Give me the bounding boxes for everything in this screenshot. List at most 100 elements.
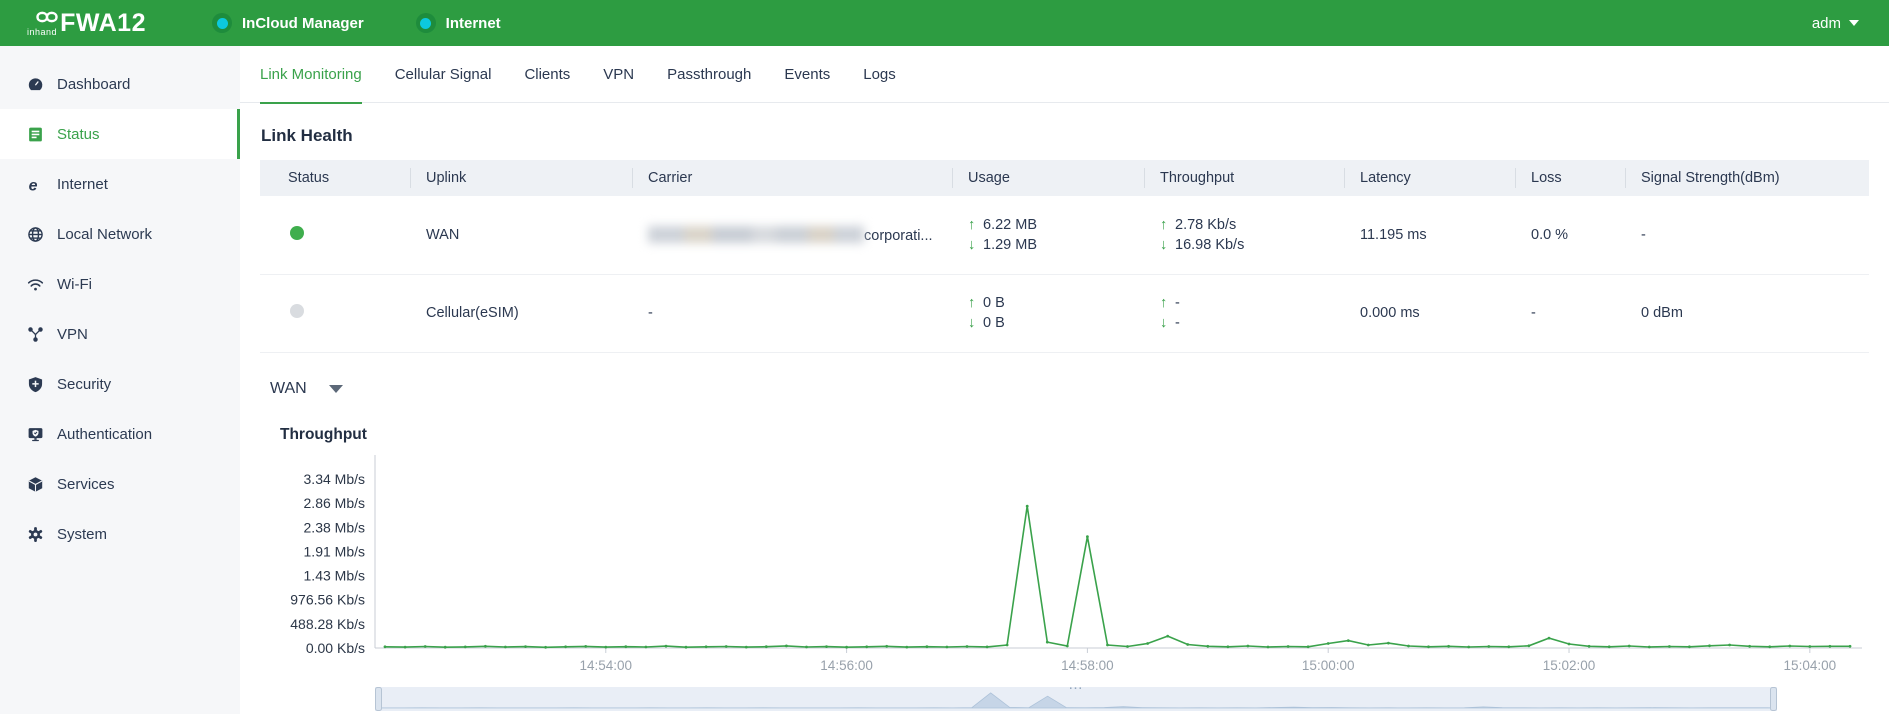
- down-arrow-icon: ↓: [1160, 315, 1168, 331]
- internet-badge: Internet: [415, 13, 501, 33]
- up-arrow-icon: ↑: [1160, 295, 1168, 311]
- throughput-chart: 0.00 Kb/s 488.28 Kb/s 976.56 Kb/s 1.43 Mb/s…: [240, 440, 1889, 686]
- col-carrier: Carrier: [632, 160, 952, 196]
- sidebar-item-status[interactable]: Status: [0, 109, 240, 159]
- up-arrow-icon: ↑: [968, 295, 976, 311]
- col-latency: Latency: [1344, 160, 1515, 196]
- sidebar: Dashboard Status e Internet Local Networ…: [0, 46, 240, 714]
- col-uplink: Uplink: [410, 160, 632, 196]
- down-arrow-icon: ↓: [1160, 236, 1168, 253]
- col-signal: Signal Strength(dBm): [1625, 160, 1869, 196]
- sidebar-item-internet[interactable]: e Internet: [27, 175, 108, 194]
- link-health-title: Link Health: [261, 126, 353, 145]
- up-arrow-icon: ↑: [968, 216, 976, 233]
- svg-text:14:58:00: 14:58:00: [1061, 658, 1114, 673]
- status-down-dot-icon: [290, 304, 304, 318]
- uplink-selector-value: WAN: [270, 380, 307, 397]
- svg-text:15:00:00: 15:00:00: [1302, 658, 1355, 673]
- col-status: Status: [260, 160, 410, 196]
- uplink-cell: WAN: [410, 196, 632, 275]
- services-icon: [27, 476, 44, 493]
- vpn-icon: [27, 326, 44, 343]
- sidebar-item-authentication[interactable]: Authentication: [0, 409, 240, 459]
- uplink-selector[interactable]: WAN: [270, 380, 343, 398]
- tab-cellular-signal[interactable]: Cellular Signal: [394, 65, 492, 83]
- throughput-cell: ↑ 2.78 Kb/s ↓ 16.98 Kb/s: [1144, 196, 1344, 275]
- usage-cell: ↑ 6.22 MB ↓ 1.29 MB: [952, 196, 1144, 275]
- chevron-down-icon: [328, 385, 343, 393]
- internet-icon: e: [27, 176, 44, 194]
- brand-name: inhand: [27, 27, 58, 37]
- svg-text:1.91 Mb/s: 1.91 Mb/s: [304, 543, 365, 559]
- table-header-row: Status Uplink Carrier Usage Throughput L…: [260, 160, 1869, 196]
- tab-logs[interactable]: Logs: [863, 65, 896, 83]
- sidebar-item-wifi[interactable]: Wi-Fi: [0, 259, 240, 309]
- loss-cell: -: [1515, 274, 1625, 353]
- sidebar-item-security[interactable]: Security: [0, 359, 240, 409]
- table-row-cellular: Cellular(eSIM) - ↑ 0 B ↓ 0 B ↑ - ↓ - 0.000 m…: [260, 274, 1869, 353]
- incloud-badge-label: InCloud Manager: [242, 14, 364, 32]
- svg-text:2.86 Mb/s: 2.86 Mb/s: [304, 495, 365, 511]
- svg-text:488.28 Kb/s: 488.28 Kb/s: [290, 616, 365, 632]
- up-arrow-icon: ↑: [1160, 216, 1168, 233]
- sidebar-item-vpn[interactable]: VPN: [0, 309, 240, 359]
- redacted-carrier-blur: [648, 225, 864, 243]
- status-up-dot-icon: [290, 225, 304, 240]
- svg-text:e: e: [29, 177, 38, 193]
- latency-cell: 0.000 ms: [1344, 274, 1515, 353]
- tab-clients[interactable]: Clients: [524, 65, 571, 83]
- main-content: Link Monitoring Cellular Signal Clients …: [240, 46, 1889, 714]
- incloud-manager-badge: InCloud Manager: [212, 13, 364, 33]
- internet-status-dot-icon: [415, 13, 436, 33]
- col-loss: Loss: [1515, 160, 1625, 196]
- brush-move-handle-icon[interactable]: [1068, 676, 1084, 693]
- system-icon: [27, 526, 44, 543]
- signal-cell: -: [1625, 196, 1869, 275]
- carrier-cell: -: [632, 274, 952, 353]
- tabbar: Link Monitoring Cellular Signal Clients …: [240, 46, 1889, 104]
- incloud-status-dot-icon: [212, 13, 232, 33]
- wifi-icon: [27, 276, 44, 293]
- signal-cell: 0 dBm: [1625, 274, 1869, 353]
- svg-text:3.34 Mb/s: 3.34 Mb/s: [304, 471, 365, 487]
- svg-text:976.56 Kb/s: 976.56 Kb/s: [290, 592, 365, 608]
- svg-text:15:02:00: 15:02:00: [1543, 658, 1596, 673]
- tab-events[interactable]: Events: [784, 65, 831, 83]
- brand-model: FWA12: [60, 8, 146, 37]
- brand-logo: inhand FWA12: [26, 6, 146, 40]
- sidebar-item-services[interactable]: Services: [0, 459, 240, 509]
- status-badges: InCloud Manager Internet: [212, 13, 501, 33]
- down-arrow-icon: ↓: [968, 236, 976, 253]
- sidebar-item-system[interactable]: System: [0, 509, 240, 559]
- carrier-cell: corporati...: [632, 196, 952, 275]
- loss-cell: 0.0 %: [1515, 196, 1625, 275]
- col-usage: Usage: [952, 160, 1144, 196]
- tab-passthrough[interactable]: Passthrough: [667, 65, 752, 83]
- authentication-icon: [27, 426, 44, 443]
- user-menu-label: adm: [1811, 14, 1841, 32]
- tab-vpn[interactable]: VPN: [603, 65, 635, 83]
- usage-cell: ↑ 0 B ↓ 0 B: [952, 274, 1144, 353]
- tab-link-monitoring[interactable]: Link Monitoring: [260, 46, 362, 104]
- sidebar-item-dashboard[interactable]: Dashboard: [0, 59, 240, 109]
- link-health-table: Status Uplink Carrier Usage Throughput L…: [260, 160, 1869, 353]
- status-icon: [27, 126, 44, 143]
- inhand-infinity-icon: inhand: [26, 6, 58, 40]
- svg-text:15:04:00: 15:04:00: [1784, 658, 1837, 673]
- local-network-icon: [27, 226, 44, 243]
- topbar: inhand FWA12 InCloud Manager Internet ad…: [0, 0, 1889, 46]
- svg-text:1.43 Mb/s: 1.43 Mb/s: [304, 568, 365, 584]
- security-icon: [27, 376, 44, 393]
- svg-text:14:54:00: 14:54:00: [579, 658, 632, 673]
- throughput-cell: ↑ - ↓ -: [1144, 274, 1344, 353]
- chevron-down-icon: [1849, 20, 1859, 26]
- throughput-chart-title: Throughput: [280, 426, 367, 443]
- datazoom-brush[interactable]: [374, 687, 1778, 711]
- dashboard-icon: [27, 76, 44, 93]
- user-menu[interactable]: adm: [1812, 15, 1859, 32]
- svg-text:2.38 Mb/s: 2.38 Mb/s: [304, 519, 365, 535]
- col-throughput: Throughput: [1144, 160, 1344, 196]
- svg-text:14:56:00: 14:56:00: [820, 658, 873, 673]
- internet-badge-label: Internet: [445, 14, 501, 32]
- sidebar-item-local-network[interactable]: Local Network: [0, 209, 240, 259]
